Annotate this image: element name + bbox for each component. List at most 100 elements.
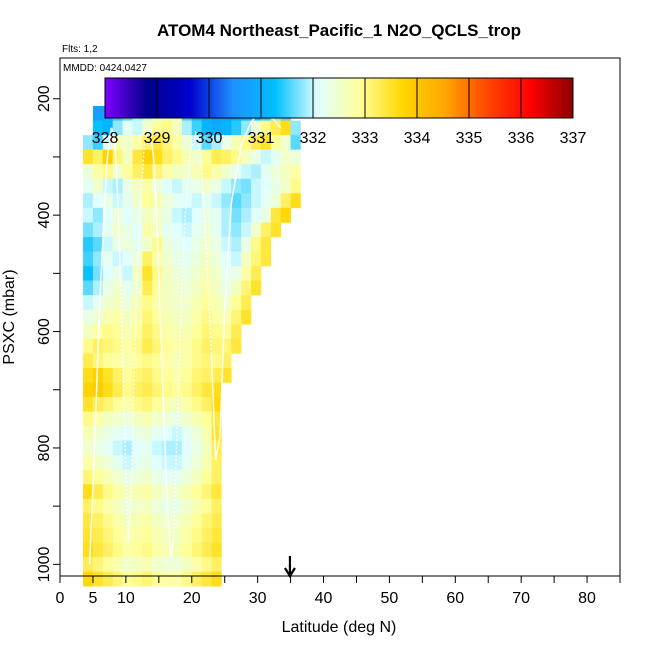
curtain-cell — [162, 338, 173, 354]
curtain-cell — [211, 338, 222, 354]
curtain-cell — [211, 222, 222, 238]
curtain-cell — [112, 571, 123, 587]
curtain-cell — [201, 135, 212, 150]
curtain-cell — [191, 411, 202, 427]
curtain-cell — [181, 207, 193, 223]
curtain-cell — [181, 338, 193, 354]
curtain-cell — [142, 498, 153, 514]
curtain-cell — [152, 120, 163, 136]
curtain-cell — [201, 149, 212, 165]
curtain-cell — [201, 397, 212, 412]
curtain-cell — [92, 426, 104, 441]
curtain-cell — [122, 484, 133, 500]
curtain-cell — [201, 455, 212, 471]
curtain-cell — [112, 513, 123, 529]
curtain-cell — [172, 207, 183, 223]
curtain-cell — [152, 193, 163, 209]
curtain-cell — [211, 542, 222, 558]
curtain-cell — [191, 295, 202, 311]
curtain-cell — [83, 207, 94, 223]
curtain-cell — [92, 469, 104, 485]
curtain-cell — [132, 251, 143, 267]
flights-label: Flts: 1,2 — [62, 44, 98, 55]
latitude-arrow-marker — [283, 556, 296, 579]
curtain-cell — [83, 222, 94, 238]
curtain-cell — [181, 353, 193, 369]
curtain-cell — [112, 266, 123, 281]
curtain-cell — [201, 527, 212, 543]
curtain-cell — [241, 309, 252, 325]
curtain-cell — [122, 222, 133, 238]
curtain-cell — [162, 280, 173, 296]
curtain-cell — [132, 455, 143, 471]
curtain-cell — [112, 542, 123, 558]
x-tick-label: 20 — [183, 590, 201, 607]
curtain-cell — [231, 207, 242, 223]
curtain-cell — [112, 353, 123, 369]
curtain-cell — [172, 397, 183, 412]
curtain-cell — [142, 149, 153, 165]
curtain-cell — [112, 324, 123, 340]
curtain-cell — [191, 149, 202, 165]
curtain-cell — [201, 426, 212, 441]
curtain-cell — [241, 222, 252, 238]
curtain-cell — [122, 207, 133, 223]
curtain-cell — [201, 280, 212, 296]
curtain-cell — [122, 338, 133, 354]
curtain-cell — [102, 251, 113, 267]
curtain-cell — [102, 193, 113, 209]
curtain-cell — [270, 222, 281, 238]
curtain-cell — [201, 295, 212, 311]
curtain-cell — [280, 164, 291, 180]
colorbar-tick-label: 329 — [144, 130, 171, 147]
curtain-cell — [162, 295, 173, 311]
curtain-cell — [83, 484, 94, 500]
curtain-cell — [162, 469, 173, 485]
curtain-cell — [241, 178, 252, 194]
curtain-cell — [162, 527, 173, 543]
curtain-cell — [142, 527, 153, 543]
curtain-cell — [92, 193, 104, 209]
curtain-cell — [83, 382, 94, 398]
curtain-cell — [152, 571, 163, 587]
curtain-cell — [201, 222, 212, 238]
curtain-cell — [241, 135, 252, 150]
curtain-cell — [211, 309, 222, 325]
curtain-cell — [231, 149, 242, 165]
curtain-cell — [102, 353, 113, 369]
curtain-cell — [162, 513, 173, 529]
curtain-cell — [92, 236, 104, 252]
curtain-cell — [181, 557, 193, 572]
curtain-cell — [162, 571, 173, 587]
curtain-cell — [92, 251, 104, 267]
curtain-cell — [191, 469, 202, 485]
curtain-cell — [172, 426, 183, 441]
curtain-cell — [83, 411, 94, 427]
curtain-cell — [112, 149, 123, 165]
curtain-cell — [122, 513, 133, 529]
curtain-cell — [142, 557, 153, 572]
curtain-cell — [211, 426, 222, 441]
curtain-cell — [92, 295, 104, 311]
curtain-cell — [152, 353, 163, 369]
y-tick-label: 600 — [36, 318, 53, 345]
curtain-cell — [83, 426, 94, 441]
curtain-cell — [112, 484, 123, 500]
curtain-cell — [102, 426, 113, 441]
curtain-cell — [112, 367, 123, 383]
curtain-cell — [280, 120, 291, 136]
curtain-cell — [201, 207, 212, 223]
curtain-cell — [83, 542, 94, 558]
curtain-cell — [142, 469, 153, 485]
curtain-cell — [162, 207, 173, 223]
curtain-cell — [92, 222, 104, 238]
curtain-cell — [152, 164, 163, 180]
curtain-cell — [102, 484, 113, 500]
curtain-cell — [92, 367, 104, 383]
curtain-cell — [102, 338, 113, 354]
curtain-cell — [162, 426, 173, 441]
curtain-cell — [102, 324, 113, 340]
curtain-cell — [132, 542, 143, 558]
curtain-cell — [83, 266, 94, 281]
curtain-cell — [92, 542, 104, 558]
